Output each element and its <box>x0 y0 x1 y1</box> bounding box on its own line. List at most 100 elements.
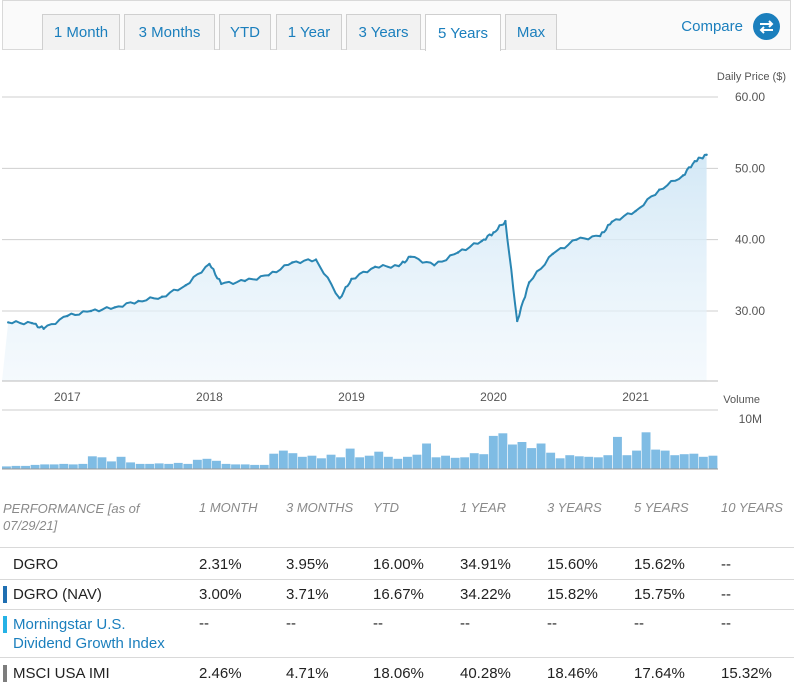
volume-bar <box>679 454 689 469</box>
volume-bar <box>431 457 441 469</box>
volume-bar <box>250 464 260 469</box>
price-point <box>89 309 93 313</box>
price-point <box>610 220 614 223</box>
volume-bar <box>584 456 594 469</box>
volume-bar <box>107 461 116 469</box>
price-point <box>492 231 495 234</box>
volume-bar <box>97 457 107 469</box>
series-color-marker <box>3 616 7 633</box>
value-1-year: 40.28% <box>460 665 511 682</box>
price-area-fill <box>2 154 707 381</box>
volume-bar <box>364 455 374 469</box>
volume-bar <box>670 455 680 469</box>
volume-bar <box>403 456 412 469</box>
price-tick-label: 40.00 <box>735 233 765 247</box>
series-color-marker <box>3 665 7 682</box>
price-point <box>374 265 377 268</box>
volume-bar <box>59 463 69 469</box>
volume-axis-label: Volume <box>723 394 760 406</box>
index-link[interactable]: Morningstar U.S. Dividend Growth Index <box>13 616 165 652</box>
price-point <box>338 297 341 300</box>
volume-bar <box>450 457 460 469</box>
tab-3-years[interactable]: 3 Years <box>346 14 421 50</box>
price-point <box>42 327 45 330</box>
value-3-years: 18.46% <box>547 665 598 682</box>
price-point <box>598 234 602 238</box>
price-volume-chart: Daily Price ($) 30.00 40.00 50.00 60.00 201… <box>2 71 786 470</box>
compare-label: Compare <box>681 18 743 35</box>
tab-ytd[interactable]: YTD <box>219 14 271 50</box>
volume-bar <box>574 456 584 470</box>
value-3-years: 15.60% <box>547 556 598 573</box>
volume-bar <box>202 458 212 469</box>
volume-bar <box>603 455 613 469</box>
price-tick-label: 60.00 <box>735 90 765 104</box>
volume-bar <box>508 444 517 469</box>
price-axis-label: Daily Price ($) <box>717 71 786 83</box>
tab-1-month[interactable]: 1 Month <box>42 14 120 50</box>
volume-bar <box>278 450 288 469</box>
price-point <box>480 239 483 243</box>
value-10-years: -- <box>721 615 731 632</box>
x-tick-label: 2018 <box>196 390 223 404</box>
table-row-morningstar-index: Morningstar U.S. Dividend Growth Index -… <box>0 609 794 658</box>
volume-bar <box>613 436 622 469</box>
header-3-months: 3 MONTHS <box>286 500 354 515</box>
volume-bar <box>622 455 632 469</box>
price-point <box>291 261 294 264</box>
volume-bar <box>212 460 221 469</box>
volume-bar <box>527 448 536 469</box>
value-10-years: 15.32% <box>721 665 772 682</box>
value-1-month: 3.00% <box>199 586 242 603</box>
value-3-months: -- <box>286 615 296 632</box>
volume-bar <box>660 450 670 469</box>
price-point <box>504 219 507 223</box>
value-3-years: 15.82% <box>547 586 598 603</box>
price-point <box>184 284 187 287</box>
price-point <box>160 295 164 298</box>
value-1-month: -- <box>199 615 209 632</box>
price-point <box>516 319 519 323</box>
compare-button[interactable]: Compare <box>681 13 780 40</box>
tab-3-months[interactable]: 3 Months <box>124 14 215 50</box>
price-point <box>397 264 400 268</box>
volume-bar <box>183 463 193 469</box>
volume-bar <box>383 456 393 469</box>
header-1-month: 1 MONTH <box>199 500 258 515</box>
value-5-years: 15.75% <box>634 586 685 603</box>
volume-bar <box>68 464 78 469</box>
x-tick-label: 2020 <box>480 390 507 404</box>
volume-bar <box>173 462 183 469</box>
value-ytd: -- <box>373 615 383 632</box>
tab-5-years[interactable]: 5 Years <box>425 14 501 51</box>
price-point <box>220 282 223 286</box>
row-label: DGRO <box>13 556 58 573</box>
tab-1-year[interactable]: 1 Year <box>276 14 342 50</box>
header-5-years: 5 YEARS <box>634 500 689 515</box>
volume-bar <box>126 462 135 469</box>
volume-bar <box>78 463 88 469</box>
volume-bar <box>632 450 641 469</box>
price-point <box>575 238 578 241</box>
value-1-year: 34.91% <box>460 556 511 573</box>
swap-arrows-icon <box>753 13 780 40</box>
value-10-years: -- <box>721 556 731 573</box>
price-point <box>551 252 554 256</box>
price-point <box>409 255 412 258</box>
price-point <box>7 321 10 324</box>
price-point <box>456 251 460 254</box>
volume-bar <box>192 459 202 469</box>
volume-bar <box>297 456 307 469</box>
price-point <box>705 153 708 156</box>
price-point <box>527 281 531 284</box>
volume-bar <box>259 464 269 469</box>
value-3-months: 4.71% <box>286 665 329 682</box>
tab-max[interactable]: Max <box>505 14 557 50</box>
value-3-months: 3.95% <box>286 556 329 573</box>
value-3-years: -- <box>547 615 557 632</box>
volume-bar <box>555 458 565 469</box>
volume-bar <box>21 465 30 469</box>
volume-bar <box>40 464 50 469</box>
price-point <box>658 188 661 191</box>
price-point <box>681 174 685 177</box>
